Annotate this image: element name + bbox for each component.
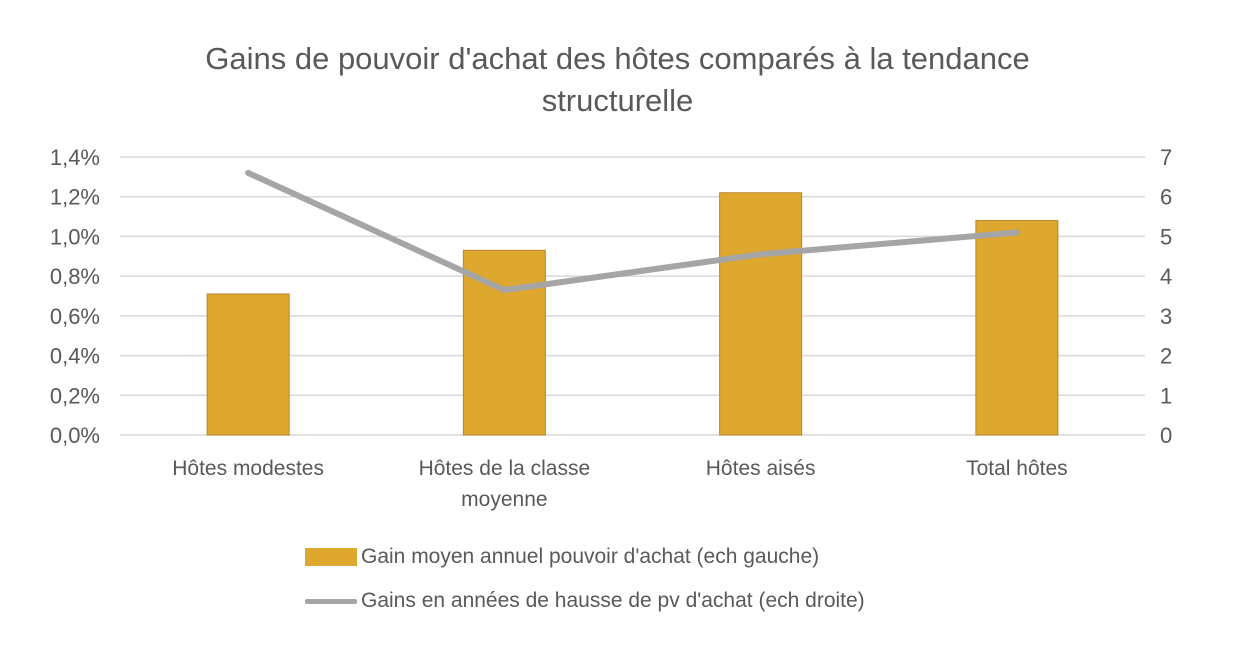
left-axis-tick: 0,0%	[50, 423, 100, 448]
right-axis-tick: 0	[1160, 423, 1172, 448]
right-axis-tick: 3	[1160, 304, 1172, 329]
category-label: Hôtes modestes	[172, 457, 324, 480]
legend: Gain moyen annuel pouvoir d'achat (ech g…	[305, 543, 865, 631]
left-axis-tick: 1,2%	[50, 185, 100, 210]
chart-title-line-1: Gains de pouvoir d'achat des hôtes compa…	[205, 41, 1030, 76]
bar	[462, 249, 546, 436]
left-axis-tick: 1,4%	[50, 145, 100, 170]
left-axis-tick: 1,0%	[50, 224, 100, 249]
right-axis-tick: 7	[1160, 145, 1172, 170]
left-axis-tick: 0,2%	[50, 383, 100, 408]
chart-title: Gains de pouvoir d'achat des hôtes compa…	[0, 38, 1235, 122]
right-axis-tick: 6	[1160, 185, 1172, 210]
right-axis-tick: 1	[1160, 383, 1172, 408]
legend-item-bar: Gain moyen annuel pouvoir d'achat (ech g…	[305, 543, 865, 571]
line-series	[245, 169, 1020, 294]
legend-label-bar: Gain moyen annuel pouvoir d'achat (ech g…	[361, 545, 820, 568]
category-label: moyenne	[461, 488, 547, 511]
category-label: Hôtes aisés	[706, 457, 816, 480]
legend-swatch-bar	[305, 548, 357, 566]
right-axis-tick: 4	[1160, 264, 1172, 289]
legend-swatch-line	[305, 598, 357, 604]
left-axis-tick: 0,4%	[50, 344, 100, 369]
chart-title-line-2: structurelle	[541, 83, 694, 118]
category-label: Hôtes de la classe	[419, 457, 591, 480]
left-axis-tick: 0,8%	[50, 264, 100, 289]
right-axis-tick: 2	[1160, 344, 1172, 369]
bar	[719, 192, 803, 436]
legend-item-line: Gains en années de hausse de pv d'achat …	[305, 587, 865, 615]
bar	[206, 293, 290, 436]
left-axis-tick: 0,6%	[50, 304, 100, 329]
category-label: Total hôtes	[966, 457, 1068, 480]
bar	[975, 220, 1059, 436]
legend-label-line: Gains en années de hausse de pv d'achat …	[361, 589, 865, 612]
right-axis-tick: 5	[1160, 224, 1172, 249]
